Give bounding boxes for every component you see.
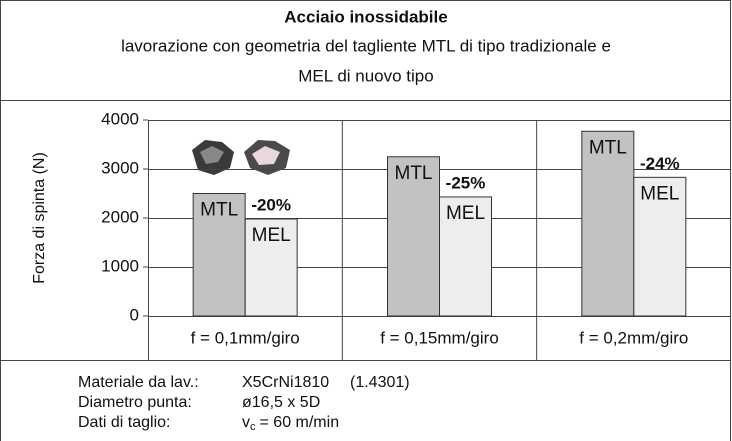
y-tick-label: 2000	[101, 207, 139, 226]
x-tick-label: f = 0,15mm/giro	[380, 328, 499, 347]
spec-label: Materiale da lav.:	[78, 374, 199, 391]
bar-series-label: MEL	[446, 203, 485, 224]
bar-series-label: MTL	[589, 137, 627, 158]
spec-label: Diametro punta:	[78, 394, 192, 411]
reduction-label: -20%	[251, 195, 291, 214]
bar	[581, 130, 635, 317]
y-tick-label: 1000	[101, 256, 139, 275]
y-tick-label: 4000	[101, 109, 139, 128]
title: Acciaio inossidabile	[284, 7, 447, 26]
spec-value: vc = 60 m/min	[242, 414, 339, 433]
spec-label: Dati di taglio:	[78, 414, 171, 431]
reduction-label: -24%	[640, 154, 680, 173]
bar	[439, 196, 492, 317]
spec-value: ø16,5 x 5D	[242, 394, 320, 411]
spec-value: X5CrNi1810	[242, 374, 329, 391]
bar	[192, 193, 246, 317]
subtitle: MEL di nuovo tipo	[298, 66, 433, 85]
y-axis-label: Forza di spinta (N)	[31, 152, 48, 284]
y-tick-label: 3000	[101, 158, 139, 177]
reduction-label: -25%	[446, 173, 486, 192]
subtitle: lavorazione con geometria del tagliente …	[121, 36, 611, 55]
drill-icons	[192, 140, 290, 175]
bar-series-label: MTL	[200, 200, 238, 221]
bar-series-label: MEL	[640, 183, 679, 204]
spec-extra: (1.4301)	[350, 374, 410, 391]
bar-series-label: MTL	[395, 163, 433, 184]
bar	[244, 218, 298, 317]
spec-symbol: v	[242, 414, 250, 431]
bar-series-label: MEL	[252, 225, 291, 246]
bar	[633, 176, 687, 317]
spec-value-text: = 60 m/min	[260, 414, 340, 431]
spec-subscript: c	[250, 421, 256, 433]
y-tick-label: 0	[130, 305, 139, 324]
x-tick-label: f = 0,2mm/giro	[579, 328, 688, 347]
x-tick-label: f = 0,1mm/giro	[191, 328, 300, 347]
